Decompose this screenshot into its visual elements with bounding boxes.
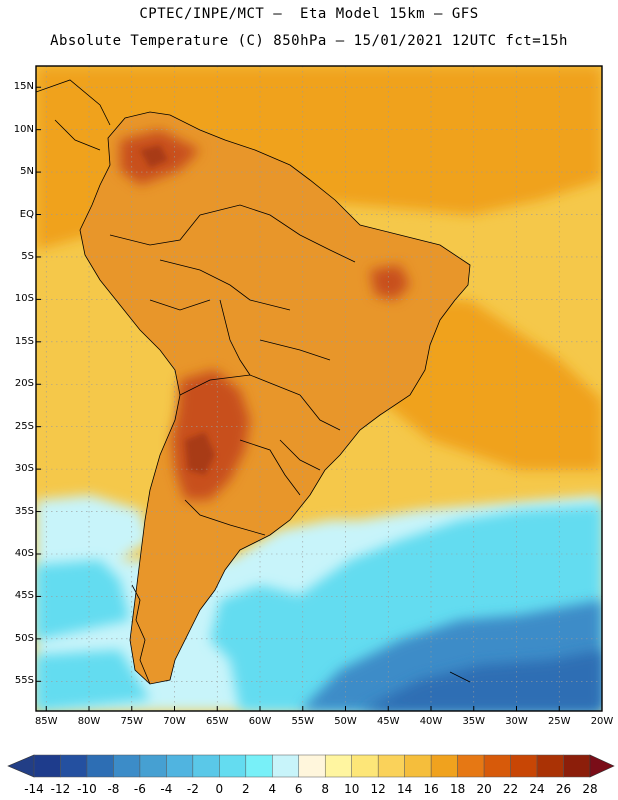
colorbar-label: 14	[397, 782, 413, 796]
colorbar-label: 16	[423, 782, 439, 796]
longitude-label: 85W	[34, 716, 58, 727]
latitude-label: 55S	[14, 675, 34, 687]
colorbar-label: 22	[502, 782, 519, 796]
colorbar-swatch	[298, 754, 326, 778]
latitude-label: 5N	[20, 166, 34, 178]
colorbar-swatch	[563, 754, 591, 778]
colorbar-label: 10	[344, 782, 360, 796]
axis-ticks	[36, 86, 603, 711]
colorbar-swatch	[113, 754, 141, 778]
colorbar-swatch	[33, 754, 61, 778]
colorbar-swatch	[510, 754, 538, 778]
longitude-label: 60W	[248, 716, 272, 727]
colorbar-label: -10	[77, 782, 97, 796]
colorbar-label: 8	[321, 782, 330, 796]
colorbar-swatch	[60, 754, 88, 778]
latitude-label: 10N	[13, 123, 34, 135]
colorbar-label: 20	[476, 782, 492, 796]
longitude-label: 55W	[291, 716, 315, 727]
longitude-label: 80W	[77, 716, 101, 727]
colorbar-label: 24	[529, 782, 545, 796]
colorbar-label: -8	[107, 782, 120, 796]
colorbar-label: 26	[555, 782, 572, 796]
colorbar-label: 18	[449, 782, 466, 796]
colorbar-swatch	[430, 754, 458, 778]
longitude-label: 70W	[163, 716, 186, 727]
longitude-label: 45W	[376, 716, 400, 727]
colorbar-swatch	[192, 754, 220, 778]
colorbar-label: 28	[582, 782, 598, 796]
latitude-label: EQ	[19, 208, 34, 220]
longitude-label: 50W	[334, 716, 357, 727]
latitude-label: 20S	[14, 378, 34, 390]
latitude-label: 45S	[14, 590, 34, 602]
latitude-label: 30S	[14, 463, 34, 475]
colorbar-swatch	[86, 754, 114, 778]
colorbar-label: -2	[186, 782, 199, 796]
longitude-label: 30W	[505, 716, 528, 727]
map-title-line-2: Absolute Temperature (C) 850hPa – 15/01/…	[50, 33, 568, 49]
colorbar-label: 4	[268, 782, 277, 796]
colorbar-swatch	[139, 754, 167, 778]
colorbar-swatch	[457, 754, 485, 778]
latitude-label: 5S	[21, 250, 34, 262]
colorbar-swatch	[272, 754, 300, 778]
warm-sea-region-east	[380, 300, 602, 470]
longitude-label: 40W	[419, 716, 443, 727]
colorbar-swatch	[404, 754, 432, 778]
south-america-landmass	[80, 112, 470, 684]
hot-land-core	[120, 130, 410, 500]
coldest-sea-region	[360, 650, 602, 711]
colorbar-label: 2	[241, 782, 250, 796]
colorbar-swatch	[219, 754, 247, 778]
temperature-field	[36, 66, 602, 711]
colorbar-label: 12	[370, 782, 386, 796]
longitude-label: 20W	[590, 716, 614, 727]
latitude-label: 10S	[14, 293, 34, 305]
colorbar-label: 0	[215, 782, 224, 796]
country-borders	[36, 79, 471, 685]
colorbar-label: -14	[24, 782, 44, 796]
hottest-land-core	[140, 145, 215, 475]
colorbar-low-arrow	[7, 754, 35, 778]
longitude-label: 25W	[547, 716, 571, 727]
latitude-label: 25S	[14, 420, 34, 432]
colorbar-swatch	[377, 754, 405, 778]
colorbar-label: -4	[160, 782, 173, 796]
colorbar-swatch	[351, 754, 379, 778]
colorbar-swatch	[483, 754, 511, 778]
colorbar-swatch	[245, 754, 273, 778]
latitude-label: 35S	[14, 505, 34, 517]
colorbar-label: 6	[294, 782, 303, 796]
colorbar-swatch	[166, 754, 194, 778]
latitude-label: 40S	[14, 547, 34, 559]
latitude-label: 15S	[14, 335, 34, 347]
colorbar-swatch	[324, 754, 352, 778]
temperature-colorbar	[7, 754, 615, 778]
colorbar-swatch	[536, 754, 564, 778]
colorbar-label: -12	[50, 782, 71, 796]
colorbar-label: -6	[133, 782, 146, 796]
longitude-label: 65W	[205, 716, 229, 727]
map-title-line-1: CPTEC/INPE/MCT – Eta Model 15km – GFS	[139, 6, 479, 22]
longitude-label: 75W	[120, 716, 144, 727]
map-frame	[35, 65, 603, 712]
colorbar-high-arrow	[589, 754, 615, 778]
latitude-label: 50S	[14, 632, 34, 644]
latitude-label: 15N	[13, 81, 34, 93]
longitude-label: 35W	[462, 716, 486, 727]
